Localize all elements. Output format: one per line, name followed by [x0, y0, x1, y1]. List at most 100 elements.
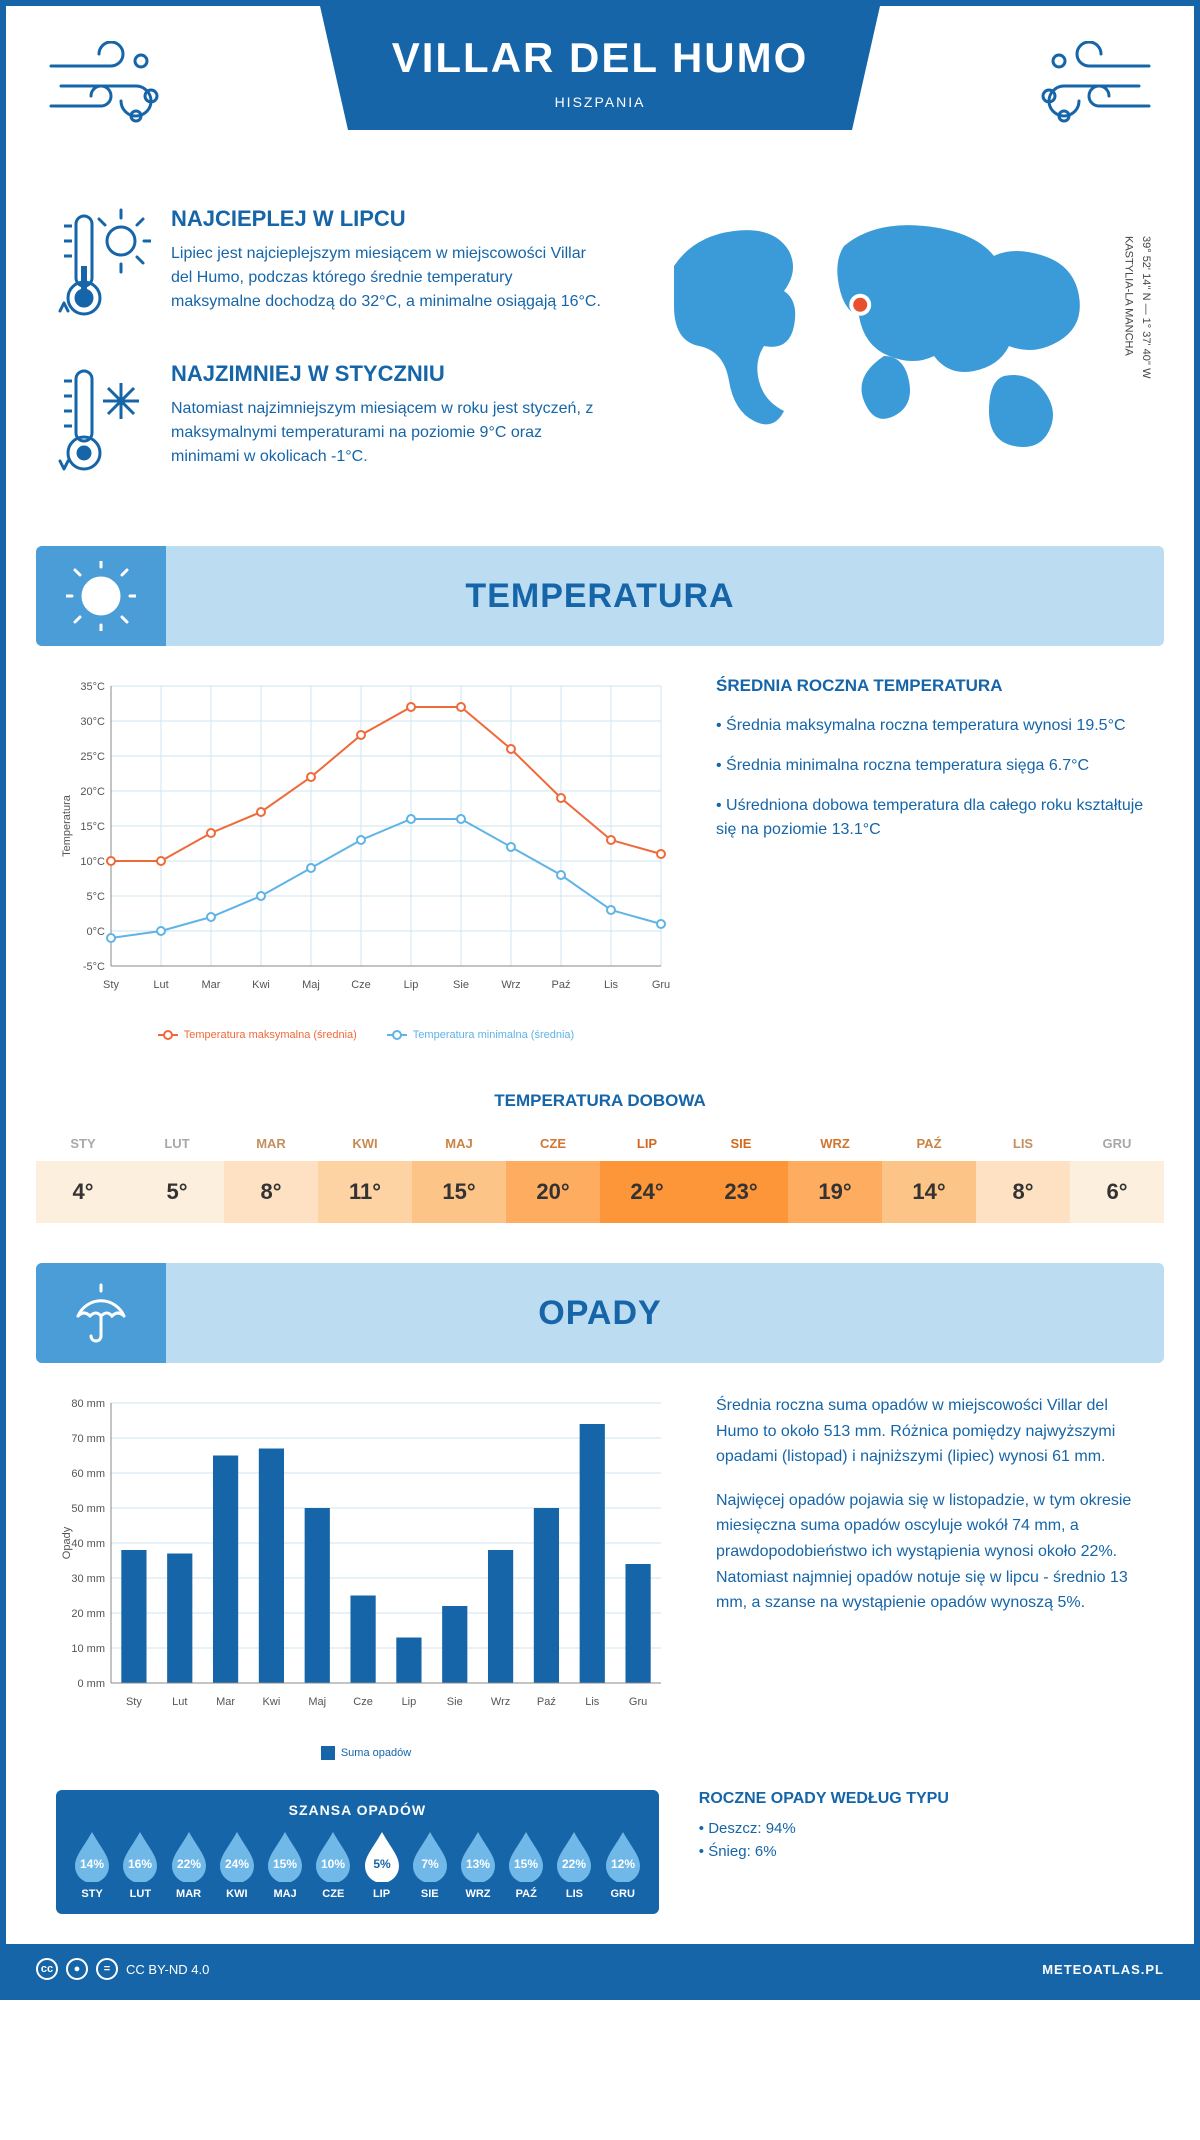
svg-text:20 mm: 20 mm: [71, 1608, 105, 1620]
svg-text:22%: 22%: [177, 1857, 201, 1871]
svg-text:Sty: Sty: [103, 979, 119, 991]
temp-bullet: • Średnia maksymalna roczna temperatura …: [716, 714, 1144, 738]
chance-title: SZANSA OPADÓW: [68, 1802, 647, 1818]
section-banner-precip: OPADY: [36, 1263, 1164, 1363]
header: VILLAR DEL HUMO HISZPANIA: [6, 6, 1194, 186]
svg-text:80 mm: 80 mm: [71, 1398, 105, 1410]
footer: cc ● = CC BY-ND 4.0 METEOATLAS.PL: [6, 1944, 1194, 1994]
svg-text:Sie: Sie: [453, 979, 469, 991]
svg-text:60 mm: 60 mm: [71, 1468, 105, 1480]
svg-text:Gru: Gru: [629, 1696, 647, 1708]
section-banner-temperature: TEMPERATURA: [36, 546, 1164, 646]
svg-text:Lip: Lip: [402, 1696, 417, 1708]
coordinates-label: 39° 52' 14'' N — 1° 37' 40'' W KASTYLIA-…: [1119, 236, 1154, 378]
svg-text:Temperatura: Temperatura: [61, 794, 73, 857]
svg-text:Wrz: Wrz: [491, 1696, 510, 1708]
svg-text:16%: 16%: [128, 1857, 152, 1871]
svg-text:15%: 15%: [514, 1857, 538, 1871]
hottest-title: NAJCIEPLEJ W LIPCU: [171, 206, 604, 232]
svg-text:25°C: 25°C: [80, 751, 105, 763]
svg-text:0°C: 0°C: [87, 926, 106, 938]
thermometer-cold-icon: [56, 361, 151, 486]
thermometer-hot-icon: [56, 206, 151, 331]
daily-cell: PAŹ 14°: [882, 1126, 976, 1223]
chance-drop: 14% STY: [68, 1828, 116, 1900]
svg-text:Maj: Maj: [308, 1696, 326, 1708]
svg-text:Mar: Mar: [202, 979, 221, 991]
svg-text:35°C: 35°C: [80, 681, 105, 693]
svg-text:50 mm: 50 mm: [71, 1503, 105, 1515]
chance-drop: 5% LIP: [357, 1828, 405, 1900]
daily-cell: MAJ 15°: [412, 1126, 506, 1223]
svg-text:5%: 5%: [373, 1857, 391, 1871]
cc-icon: cc: [36, 1958, 58, 1980]
umbrella-icon: [36, 1263, 166, 1363]
svg-text:Paź: Paź: [552, 979, 571, 991]
svg-text:13%: 13%: [466, 1857, 490, 1871]
precip-chance-panel: SZANSA OPADÓW 14% STY 16% LUT 22% MAR 24…: [56, 1790, 659, 1914]
coldest-block: NAJZIMNIEJ W STYCZNIU Natomiast najzimni…: [56, 361, 604, 486]
chance-drop: 15% PAŹ: [502, 1828, 550, 1900]
svg-text:10 mm: 10 mm: [71, 1643, 105, 1655]
sun-icon: [36, 546, 166, 646]
precipitation-summary: Średnia roczna suma opadów w miejscowośc…: [716, 1393, 1144, 1760]
daily-cell: GRU 6°: [1070, 1126, 1164, 1223]
svg-text:Paź: Paź: [537, 1696, 556, 1708]
svg-text:20°C: 20°C: [80, 786, 105, 798]
precip-p2: Najwięcej opadów pojawia się w listopadz…: [716, 1488, 1144, 1616]
legend-max: Temperatura maksymalna (średnia): [184, 1029, 357, 1041]
svg-text:Opady: Opady: [61, 1526, 73, 1559]
chance-drop: 13% WRZ: [454, 1828, 502, 1900]
svg-text:12%: 12%: [611, 1857, 635, 1871]
svg-text:70 mm: 70 mm: [71, 1433, 105, 1445]
nd-icon: =: [96, 1958, 118, 1980]
license-text: CC BY-ND 4.0: [126, 1962, 209, 1977]
svg-text:Lis: Lis: [604, 979, 619, 991]
svg-text:Kwi: Kwi: [252, 979, 270, 991]
chance-drop: 16% LUT: [116, 1828, 164, 1900]
svg-text:22%: 22%: [562, 1857, 586, 1871]
chance-drop: 12% GRU: [599, 1828, 647, 1900]
svg-text:40 mm: 40 mm: [71, 1538, 105, 1550]
infographic-page: VILLAR DEL HUMO HISZPANIA: [0, 0, 1200, 2000]
daily-cell: WRZ 19°: [788, 1126, 882, 1223]
svg-text:Kwi: Kwi: [263, 1696, 281, 1708]
daily-temp-title: TEMPERATURA DOBOWA: [6, 1091, 1194, 1111]
legend-min: Temperatura minimalna (średnia): [413, 1029, 574, 1041]
svg-text:Cze: Cze: [353, 1696, 373, 1708]
chance-drop: 15% MAJ: [261, 1828, 309, 1900]
precip-type-panel: ROCZNE OPADY WEDŁUG TYPU • Deszcz: 94%• …: [699, 1790, 1144, 1914]
chance-drop: 22% MAR: [164, 1828, 212, 1900]
daily-cell: STY 4°: [36, 1126, 130, 1223]
map-panel: 39° 52' 14'' N — 1° 37' 40'' W KASTYLIA-…: [644, 206, 1144, 516]
daily-cell: CZE 20°: [506, 1126, 600, 1223]
overview-row: NAJCIEPLEJ W LIPCU Lipiec jest najcieple…: [6, 186, 1194, 546]
svg-text:10°C: 10°C: [80, 856, 105, 868]
svg-text:Mar: Mar: [216, 1696, 235, 1708]
svg-text:Lut: Lut: [153, 979, 168, 991]
svg-text:0 mm: 0 mm: [78, 1678, 106, 1690]
svg-text:24%: 24%: [225, 1857, 249, 1871]
svg-text:Maj: Maj: [302, 979, 320, 991]
temp-summary-heading: ŚREDNIA ROCZNA TEMPERATURA: [716, 676, 1144, 696]
legend-precip: Suma opadów: [341, 1747, 411, 1759]
daily-cell: LUT 5°: [130, 1126, 224, 1223]
daily-cell: LIS 8°: [976, 1126, 1070, 1223]
svg-text:30°C: 30°C: [80, 716, 105, 728]
section-title: OPADY: [538, 1294, 661, 1333]
svg-text:Lut: Lut: [172, 1696, 187, 1708]
precip-p1: Średnia roczna suma opadów w miejscowośc…: [716, 1393, 1144, 1470]
location-title: VILLAR DEL HUMO: [340, 34, 860, 82]
location-country: HISZPANIA: [340, 94, 860, 110]
svg-text:7%: 7%: [421, 1857, 439, 1871]
temperature-line-chart: -5°C0°C5°C10°C15°C20°C25°C30°C35°CStyLut…: [56, 676, 676, 1041]
by-icon: ●: [66, 1958, 88, 1980]
daily-temperature-table: STY 4° LUT 5° MAR 8° KWI 11° MAJ 15° CZE…: [36, 1126, 1164, 1223]
precipitation-bar-chart: 0 mm10 mm20 mm30 mm40 mm50 mm60 mm70 mm8…: [56, 1393, 676, 1760]
type-item: • Deszcz: 94%: [699, 1820, 1144, 1837]
svg-text:15°C: 15°C: [80, 821, 105, 833]
chance-drop: 10% CZE: [309, 1828, 357, 1900]
hottest-block: NAJCIEPLEJ W LIPCU Lipiec jest najcieple…: [56, 206, 604, 331]
wind-icon: [41, 41, 171, 131]
svg-text:14%: 14%: [80, 1857, 104, 1871]
